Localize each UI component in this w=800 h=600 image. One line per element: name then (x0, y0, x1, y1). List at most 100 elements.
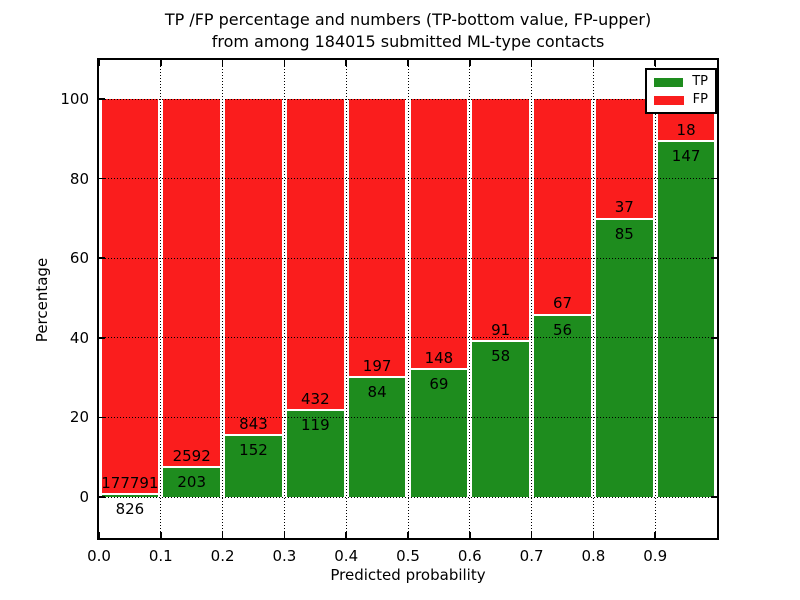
v-gridline (592, 60, 594, 538)
x-tick-top (98, 60, 100, 66)
x-tick-label: 0.6 (457, 547, 482, 565)
tp-bar-segment (533, 315, 592, 497)
v-gridline (654, 60, 656, 538)
tp-bar-segment (594, 219, 654, 497)
x-tick-top (160, 60, 162, 66)
x-tick-top (530, 60, 533, 66)
tp-count-label: 69 (429, 375, 449, 394)
x-tick-bottom (654, 532, 656, 538)
fp-bar-segment (594, 99, 654, 220)
y-tick-right (711, 496, 717, 498)
x-tick-top (654, 60, 656, 66)
v-gridline (345, 60, 347, 538)
fp-count-label: 197 (362, 356, 392, 375)
fp-count-label: 843 (239, 414, 268, 433)
x-tick-label: 0.8 (581, 547, 606, 565)
v-gridline (531, 60, 533, 538)
x-tick-bottom (407, 532, 409, 538)
fp-bar-segment (471, 99, 531, 343)
x-tick-bottom (98, 532, 100, 538)
tp-bar-segment (409, 370, 469, 497)
chart-title-line1: TP /FP percentage and numbers (TP-bottom… (164, 10, 652, 29)
legend-entry-tp: TP (654, 75, 708, 89)
y-tick-left (99, 257, 105, 259)
y-tick-right (711, 257, 717, 259)
x-tick-label: 0.4 (334, 547, 359, 565)
plot-area: TP FP 177791 826 2592 203 843 152 432 119 197 84 1… (97, 58, 719, 540)
tp-count-label: 119 (300, 416, 330, 434)
h-gridline (99, 416, 717, 418)
h-gridline (99, 178, 717, 180)
tp-count-label: 56 (552, 320, 573, 339)
v-gridline (469, 60, 471, 538)
tp-count-label: 58 (491, 347, 511, 366)
tp-bar-segment (471, 342, 531, 497)
v-gridline (283, 60, 285, 538)
tp-bar-segment (285, 411, 345, 497)
x-tick-label: 0.2 (210, 547, 235, 565)
x-tick-label: 0.7 (519, 547, 544, 565)
fp-bar-segment (347, 99, 407, 378)
fp-bar-segment (162, 99, 222, 469)
fp-bar-segment (224, 99, 283, 437)
y-tick-left (99, 98, 105, 100)
tp-bar-segment (162, 468, 222, 497)
fp-count-label: 67 (552, 294, 573, 313)
x-tick-top (283, 60, 286, 66)
v-gridline (160, 60, 162, 538)
fp-count-label: 177791 (101, 473, 159, 492)
y-tick-right (711, 416, 717, 419)
h-gridline (99, 98, 717, 100)
y-tick-label: 80 (69, 169, 89, 188)
v-gridline (222, 60, 224, 538)
tp-count-label: 147 (671, 147, 701, 166)
tp-bar-segment (656, 142, 716, 497)
tp-count-label: 203 (177, 473, 207, 492)
x-tick-bottom (592, 532, 595, 538)
fp-bar-segment (533, 99, 592, 316)
fp-bar-segment (285, 99, 345, 411)
x-tick-bottom (160, 532, 162, 538)
fp-count-label: 148 (424, 348, 454, 367)
y-tick-label: 20 (69, 408, 89, 427)
x-tick-bottom (221, 532, 224, 538)
legend-label-tp: TP (692, 74, 708, 89)
tp-bar-segment (224, 436, 283, 497)
y-tick-right (711, 337, 717, 339)
y-tick-label: 40 (69, 328, 89, 347)
x-tick-top (345, 60, 347, 66)
x-tick-bottom (469, 532, 471, 538)
x-tick-bottom (345, 532, 347, 538)
x-tick-label: 0.5 (396, 547, 420, 565)
fp-bar-segment (409, 99, 469, 371)
x-tick-label: 0.3 (272, 547, 297, 565)
y-tick-right (711, 177, 717, 180)
h-gridline (99, 337, 717, 339)
y-tick-left (99, 416, 105, 419)
chart-title: TP /FP percentage and numbers (TP-bottom… (97, 9, 719, 53)
x-tick-bottom (530, 532, 533, 538)
tp-bar-segment (100, 495, 160, 497)
h-gridline (99, 257, 717, 259)
x-tick-top (221, 60, 224, 66)
tp-bar-segment (347, 378, 407, 497)
x-tick-top (469, 60, 471, 66)
tp-count-label: 84 (367, 383, 387, 401)
y-tick-label: 60 (69, 249, 89, 268)
x-tick-top (592, 60, 595, 66)
y-tick-left (99, 496, 105, 498)
y-tick-left (99, 337, 105, 339)
y-tick-label: 100 (60, 90, 89, 108)
fp-count-label: 2592 (172, 446, 211, 465)
fp-count-label: 18 (676, 120, 696, 139)
tp-count-label: 152 (239, 441, 268, 460)
fp-count-label: 432 (300, 389, 330, 408)
fp-count-label: 91 (491, 320, 511, 339)
legend-swatch-fp (654, 95, 684, 105)
fp-count-label: 37 (614, 198, 634, 217)
x-tick-label: 0.0 (87, 547, 111, 565)
x-axis-label: Predicted probability (330, 566, 486, 584)
x-tick-label: 0.9 (643, 547, 668, 565)
legend-label-fp: FP (692, 92, 708, 107)
legend-swatch-tp (654, 77, 684, 87)
